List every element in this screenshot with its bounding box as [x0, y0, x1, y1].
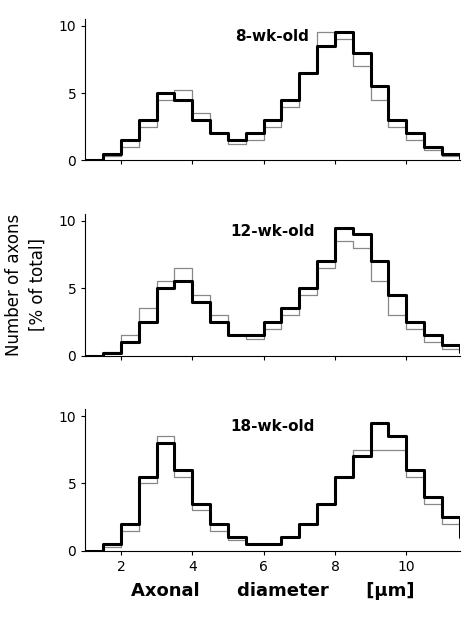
Text: 12-wk-old: 12-wk-old: [230, 224, 315, 239]
Text: [% of total]: [% of total]: [28, 239, 46, 331]
Text: 18-wk-old: 18-wk-old: [230, 419, 315, 434]
X-axis label: Axonal      diameter      [μm]: Axonal diameter [μm]: [131, 582, 414, 600]
Text: 8-wk-old: 8-wk-old: [236, 29, 310, 44]
Text: Number of axons: Number of axons: [5, 214, 23, 356]
